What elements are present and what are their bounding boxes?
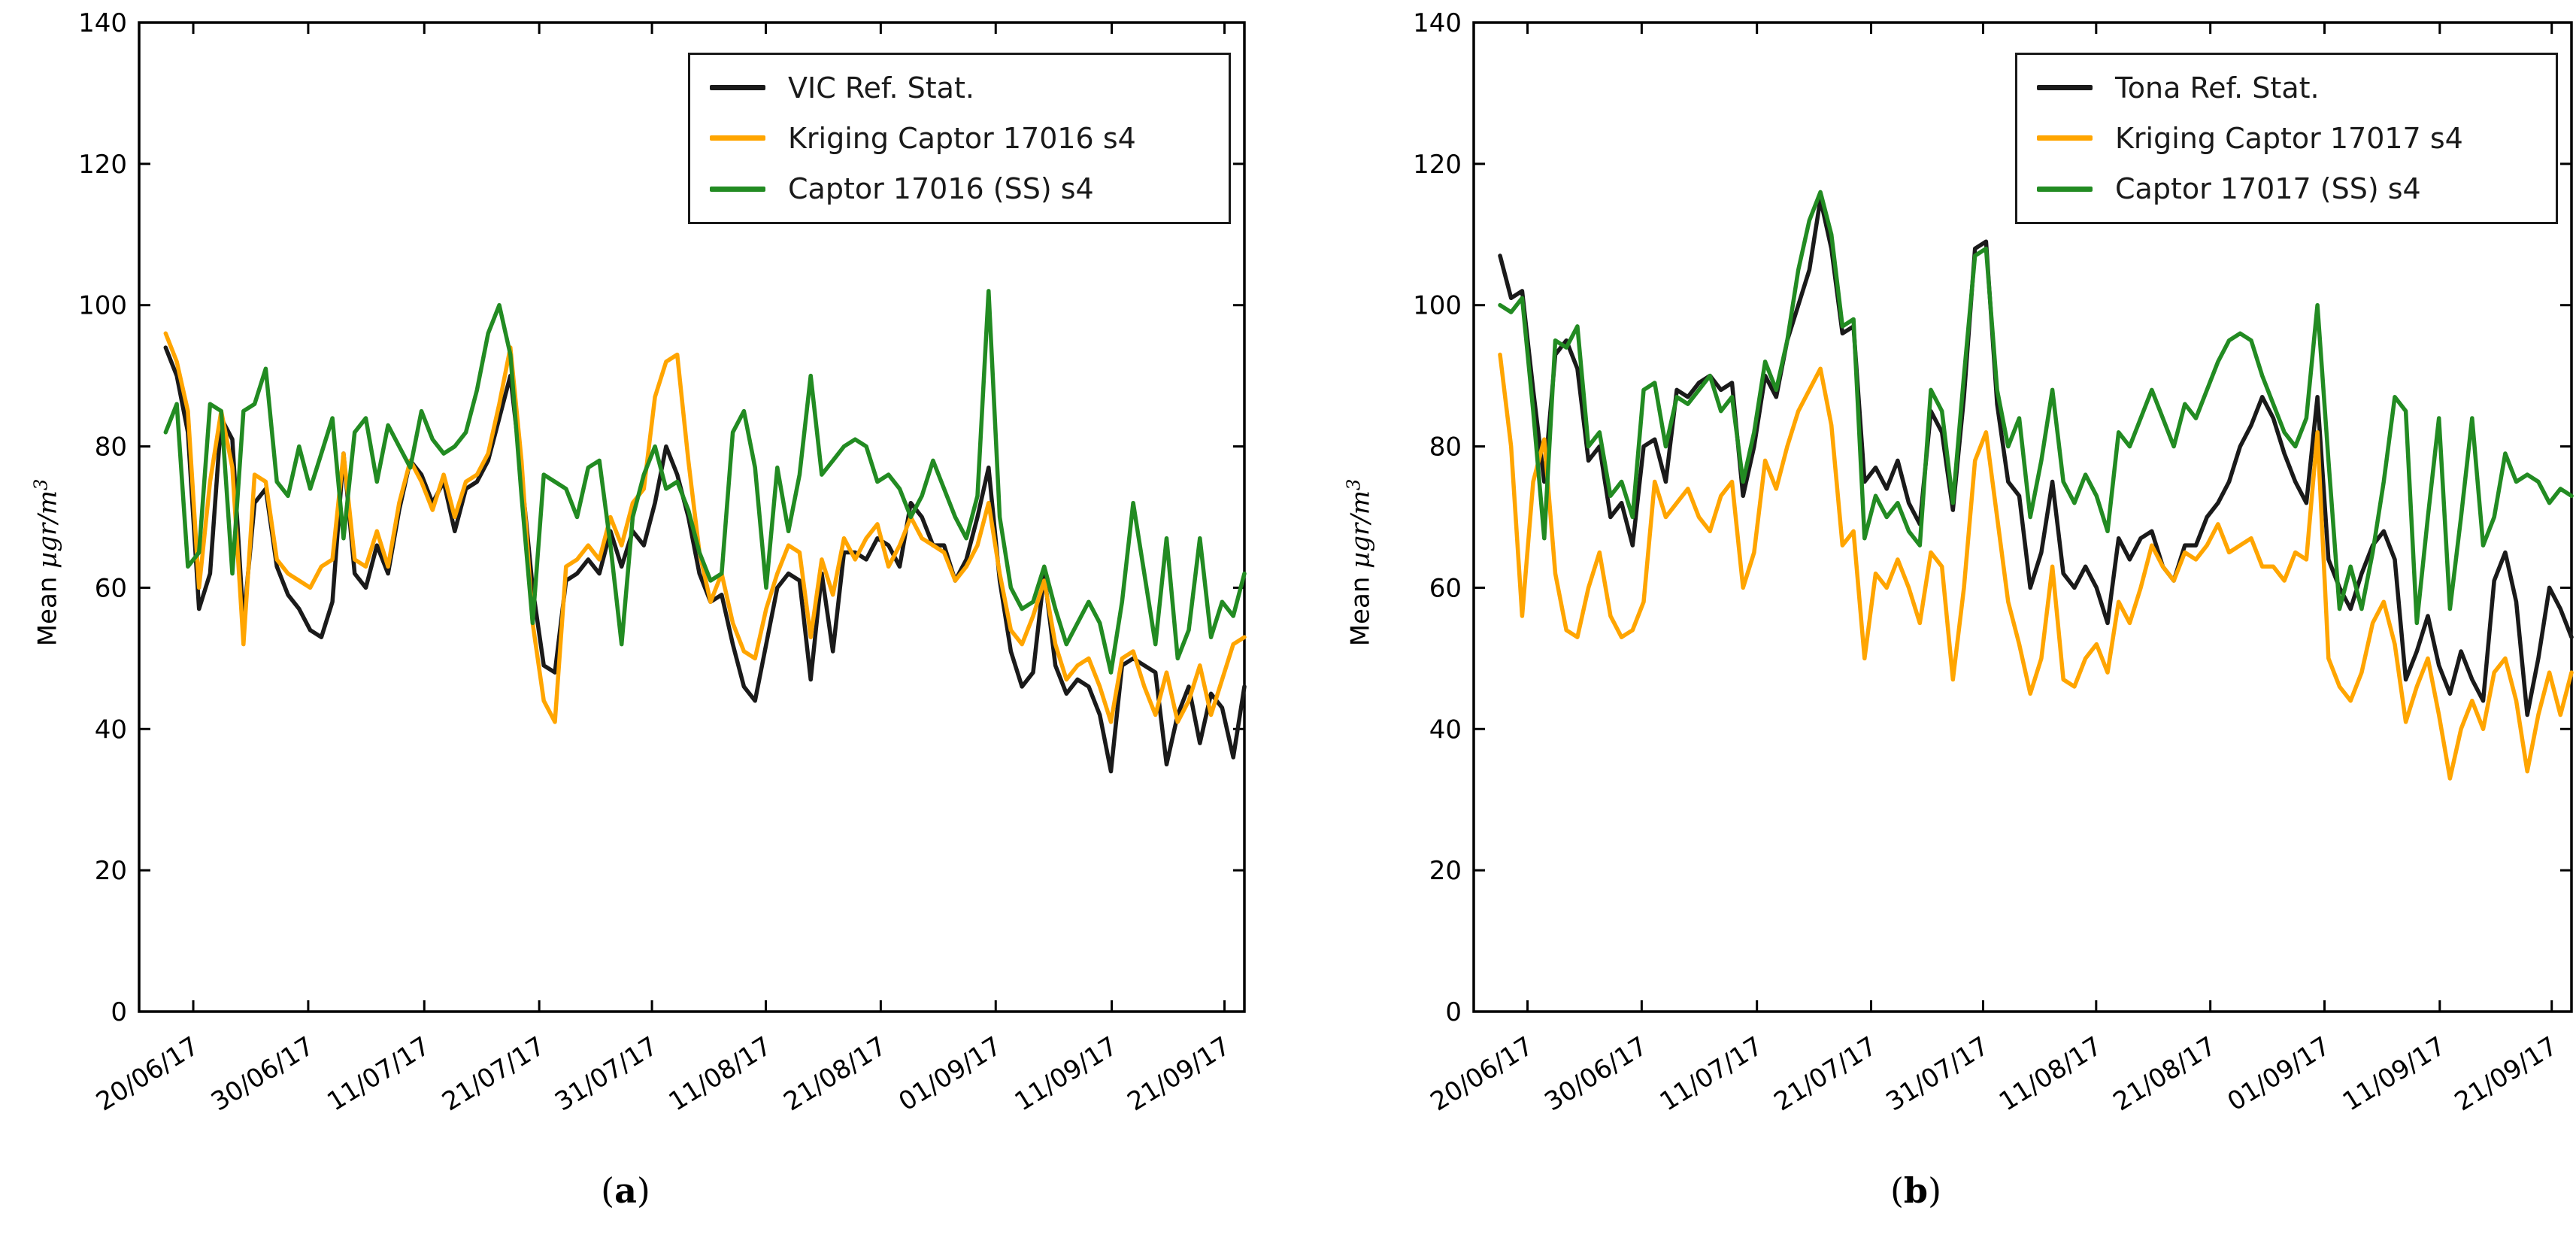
caption-panel-b: (b) (1890, 1170, 1941, 1211)
legend-label: Kriging Captor 17016 s4 (788, 121, 1136, 155)
legend-row: Kriging Captor 17017 s4 (2037, 122, 2536, 155)
caption-letter-a: a (614, 1170, 637, 1211)
y-tick-label: 0 (1445, 997, 1462, 1027)
x-tick-label: 21/09/17 (2450, 1031, 2563, 1118)
y-axis-label-exponent: 3 (30, 478, 52, 491)
x-tick-label: 20/06/17 (91, 1031, 205, 1118)
x-tick-label: 21/08/17 (2108, 1031, 2222, 1118)
x-tick-label: 11/07/17 (322, 1031, 435, 1118)
x-tick-label: 21/09/17 (1123, 1031, 1236, 1118)
legend-label: Kriging Captor 17017 s4 (2115, 121, 2463, 155)
x-tick-label: 11/09/17 (1010, 1031, 1123, 1118)
y-tick-label: 0 (111, 997, 127, 1027)
series-line-1-panel-b (1498, 352, 2574, 781)
legend-label: Captor 17016 (SS) s4 (788, 172, 1094, 206)
series-line-1-panel-a (163, 331, 1247, 724)
legend-line-kriging-a (710, 135, 765, 141)
y-tick-label: 20 (95, 856, 127, 886)
y-axis-label-a: Mean µgr/m3 (30, 479, 62, 647)
y-axis-label-prefix: Mean (32, 568, 63, 647)
y-tick-label: 140 (78, 8, 127, 38)
legend-row: VIC Ref. Stat. (710, 71, 1209, 105)
x-tick-label: 01/09/17 (2223, 1031, 2336, 1118)
y-axis-label-prefix: Mean (1345, 568, 1376, 647)
y-axis-label-b: Mean µgr/m3 (1343, 479, 1375, 647)
caption-panel-a: (a) (601, 1170, 650, 1211)
legend-row: Tona Ref. Stat. (2037, 71, 2536, 105)
legend-line-captor-b (2037, 186, 2093, 192)
y-tick-label: 120 (78, 150, 127, 180)
caption-open: ( (1890, 1170, 1904, 1211)
plot-border (138, 21, 1246, 1013)
y-tick-label: 100 (1413, 291, 1462, 321)
legend-line-reference-b (2037, 85, 2093, 91)
series-line-2-panel-a (163, 289, 1247, 675)
y-tick-label: 80 (1429, 432, 1462, 463)
caption-open: ( (601, 1170, 615, 1211)
y-tick-label: 120 (1413, 150, 1462, 180)
series-line-0-panel-b (1498, 197, 2574, 718)
y-axis-label-unit: µgr/m (32, 490, 63, 569)
legend-label: Tona Ref. Stat. (2115, 71, 2320, 105)
y-tick-label: 100 (78, 291, 127, 321)
legend-line-captor-a (710, 186, 765, 192)
legend-row: Kriging Captor 17016 s4 (710, 122, 1209, 155)
series-line-2-panel-b (1498, 190, 2574, 626)
y-tick-label: 40 (95, 715, 127, 745)
legend-line-kriging-b (2037, 135, 2093, 141)
x-tick-label: 21/07/17 (1769, 1031, 1883, 1118)
x-tick-label: 21/08/17 (778, 1031, 892, 1118)
legend-row: Captor 17017 (SS) s4 (2037, 172, 2536, 205)
x-tick-label: 31/07/17 (550, 1031, 663, 1118)
x-tick-label: 11/08/17 (1994, 1031, 2108, 1118)
x-tick-label: 31/07/17 (1881, 1031, 1995, 1118)
x-tick-label: 11/07/17 (1655, 1031, 1768, 1118)
legend-label: Captor 17017 (SS) s4 (2115, 172, 2421, 206)
caption-letter-b: b (1903, 1170, 1929, 1211)
x-tick-label: 11/08/17 (664, 1031, 777, 1118)
x-tick-label: 30/06/17 (1539, 1031, 1653, 1118)
y-axis-label-exponent: 3 (1343, 478, 1365, 491)
legend-line-reference-a (710, 85, 765, 91)
y-tick-label: 80 (95, 432, 127, 463)
caption-close: ) (636, 1170, 650, 1211)
legend-panel-b: Tona Ref. Stat. Kriging Captor 17017 s4 … (2015, 53, 2558, 224)
series-line-0-panel-a (163, 345, 1247, 774)
legend-panel-a: VIC Ref. Stat. Kriging Captor 17016 s4 C… (688, 53, 1231, 224)
legend-row: Captor 17016 (SS) s4 (710, 172, 1209, 205)
y-tick-label: 20 (1429, 856, 1462, 886)
x-tick-label: 01/09/17 (893, 1031, 1007, 1118)
y-tick-label: 60 (1429, 573, 1462, 603)
y-tick-label: 40 (1429, 715, 1462, 745)
y-tick-label: 60 (95, 573, 127, 603)
x-tick-label: 30/06/17 (206, 1031, 320, 1118)
legend-label: VIC Ref. Stat. (788, 71, 974, 105)
y-axis-label-unit: µgr/m (1345, 490, 1376, 569)
x-tick-label: 21/07/17 (437, 1031, 550, 1118)
y-tick-label: 140 (1413, 8, 1462, 38)
plot-border (1472, 21, 2573, 1013)
x-tick-label: 11/09/17 (2338, 1031, 2451, 1118)
caption-close: ) (1928, 1170, 1942, 1211)
x-tick-label: 20/06/17 (1426, 1031, 1539, 1118)
